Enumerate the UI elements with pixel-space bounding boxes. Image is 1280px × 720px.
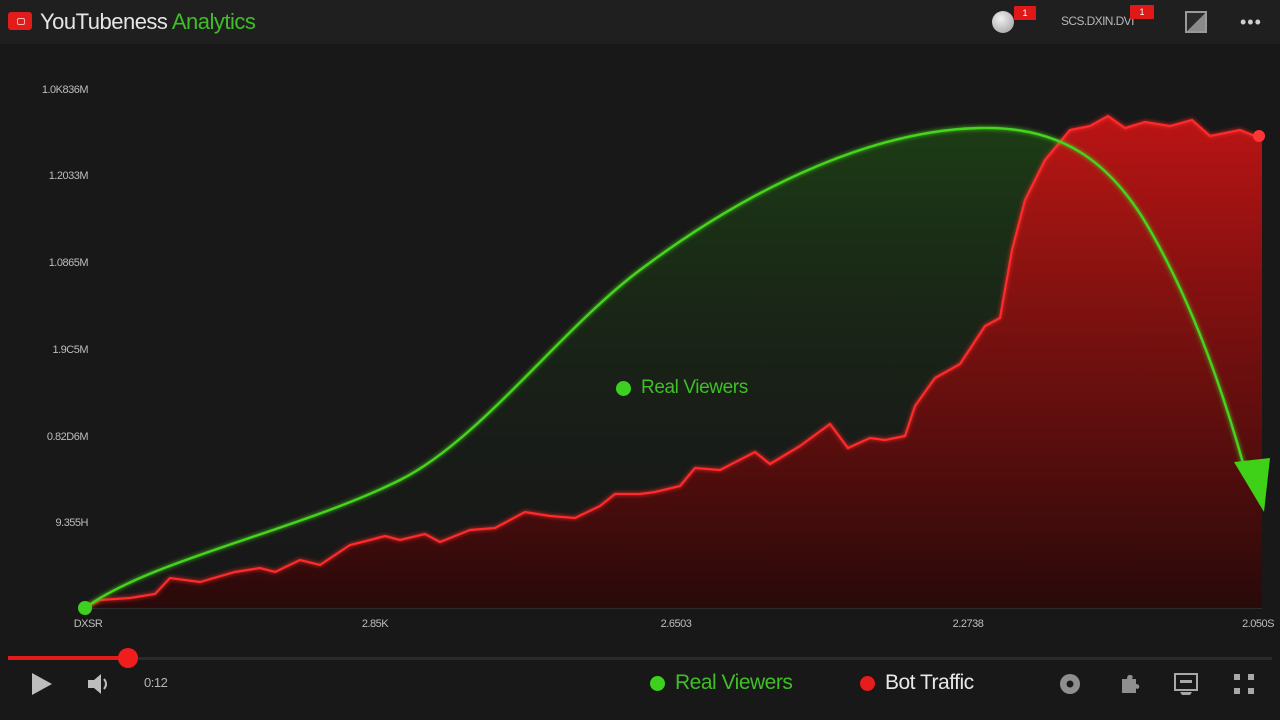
analytics-chart: 1.0K836M 1.2033M 1.0865M 1.9C5M 0.82D6M … <box>0 44 1280 644</box>
x-tick-label: 2.2738 <box>952 618 984 630</box>
chart-svg <box>78 114 1270 615</box>
more-options-icon[interactable]: ••• <box>1240 12 1262 32</box>
bot-traffic-area <box>85 116 1262 608</box>
legend-bot-traffic[interactable]: Bot Traffic <box>860 671 974 695</box>
title-accent: Analytics <box>171 9 256 34</box>
captions-icon[interactable] <box>1172 670 1200 698</box>
channel-code: SCS.DXIN.DVI <box>1061 14 1134 28</box>
inline-legend-real-viewers: Real Viewers <box>616 377 748 399</box>
volume-icon[interactable] <box>86 672 112 696</box>
green-dot-icon <box>616 380 631 396</box>
y-tick-label: 9.355H <box>55 517 89 529</box>
alert-badge: 1 <box>1130 5 1154 19</box>
progress-fill <box>8 656 128 660</box>
fullscreen-icon[interactable] <box>1230 670 1258 698</box>
green-dot-icon <box>650 675 665 691</box>
x-tick-label: 2.6503 <box>660 618 692 630</box>
y-tick-label: 1.2033M <box>48 170 89 182</box>
x-tick-label: 2.85K <box>361 618 389 630</box>
real-viewers-line <box>84 126 1247 609</box>
y-tick-label: 1.0865M <box>48 257 89 269</box>
bot-traffic-endpoint[interactable] <box>1253 130 1265 142</box>
legend-real-viewers[interactable]: Real Viewers <box>650 671 793 695</box>
red-dot-icon <box>860 675 875 691</box>
avatar[interactable] <box>992 11 1014 33</box>
legend-label: Real Viewers <box>675 671 793 694</box>
y-tick-label: 1.0K836M <box>41 84 89 96</box>
y-tick-label: 1.9C5M <box>52 344 88 356</box>
down-arrow-icon <box>1234 458 1270 512</box>
gear-icon[interactable] <box>1056 670 1084 698</box>
progress-track[interactable] <box>8 657 1272 660</box>
real-viewers-start-point[interactable] <box>78 601 92 615</box>
inline-legend-label: Real Viewers <box>641 377 748 398</box>
bot-traffic-line <box>84 114 1256 609</box>
notification-badge: 1 <box>1014 6 1036 20</box>
x-tick-label: 2.050S <box>1242 618 1274 630</box>
youtube-logo-icon[interactable] <box>8 12 32 30</box>
image-icon[interactable] <box>1185 11 1207 33</box>
puzzle-icon[interactable] <box>1115 670 1143 698</box>
progress-scrubber[interactable] <box>118 648 138 668</box>
x-tick-label: DXSR <box>73 618 103 630</box>
title-main: YouTubeness <box>40 9 168 34</box>
play-icon[interactable] <box>32 673 52 695</box>
legend-label: Bot Traffic <box>885 671 974 694</box>
y-tick-label: 0.82D6M <box>46 431 89 443</box>
time-display: 0:12 <box>144 675 168 690</box>
app-header: YouTubeness Analytics 1 SCS.DXIN.DVI 1 •… <box>0 0 1280 44</box>
app-title: YouTubeness Analytics <box>40 9 256 35</box>
